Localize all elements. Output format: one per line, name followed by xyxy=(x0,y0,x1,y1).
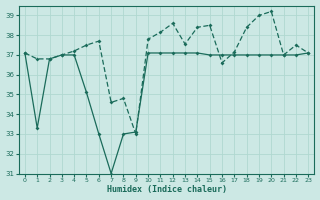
X-axis label: Humidex (Indice chaleur): Humidex (Indice chaleur) xyxy=(107,185,227,194)
